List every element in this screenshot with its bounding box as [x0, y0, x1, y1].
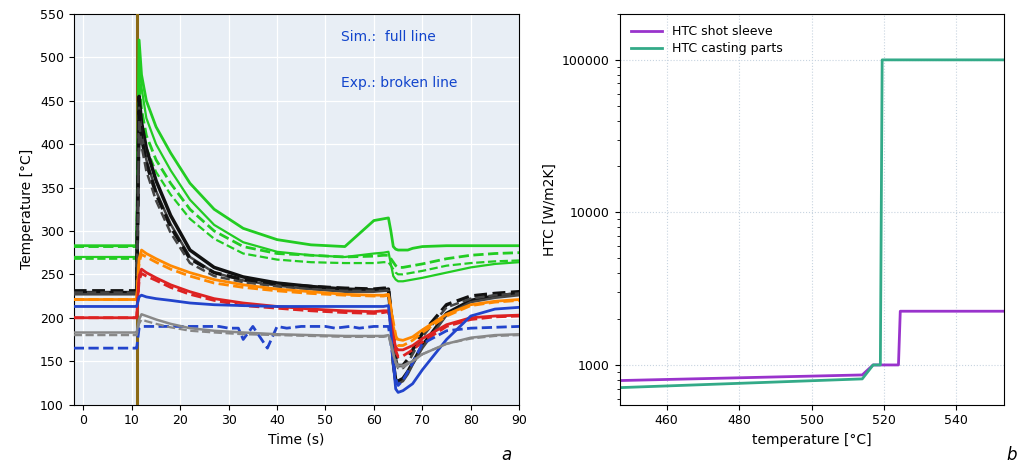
- Y-axis label: HTC [W/m2K]: HTC [W/m2K]: [543, 163, 556, 256]
- Legend: HTC shot sleeve, HTC casting parts: HTC shot sleeve, HTC casting parts: [626, 20, 787, 60]
- HTC casting parts: [876, 57, 888, 63]
- HTC shot sleeve: [613, 378, 626, 383]
- X-axis label: Time (s): Time (s): [268, 433, 325, 447]
- HTC casting parts: [874, 362, 887, 368]
- Text: a: a: [502, 446, 512, 465]
- HTC shot sleeve: [997, 308, 1010, 314]
- HTC casting parts: [867, 362, 880, 368]
- HTC shot sleeve: [892, 362, 904, 368]
- HTC shot sleeve: [856, 372, 868, 378]
- Text: Exp.: broken line: Exp.: broken line: [341, 76, 458, 91]
- HTC casting parts: [997, 57, 1010, 63]
- HTC shot sleeve: [894, 308, 906, 314]
- Line: HTC casting parts: HTC casting parts: [620, 60, 1004, 388]
- Text: Sim.:  full line: Sim.: full line: [341, 30, 436, 44]
- HTC shot sleeve: [867, 362, 880, 368]
- HTC casting parts: [613, 385, 626, 391]
- Y-axis label: Temperature [°C]: Temperature [°C]: [20, 149, 35, 269]
- HTC casting parts: [856, 376, 868, 382]
- Line: HTC shot sleeve: HTC shot sleeve: [620, 311, 1004, 380]
- X-axis label: temperature [°C]: temperature [°C]: [752, 433, 871, 447]
- Text: b: b: [1007, 446, 1017, 465]
